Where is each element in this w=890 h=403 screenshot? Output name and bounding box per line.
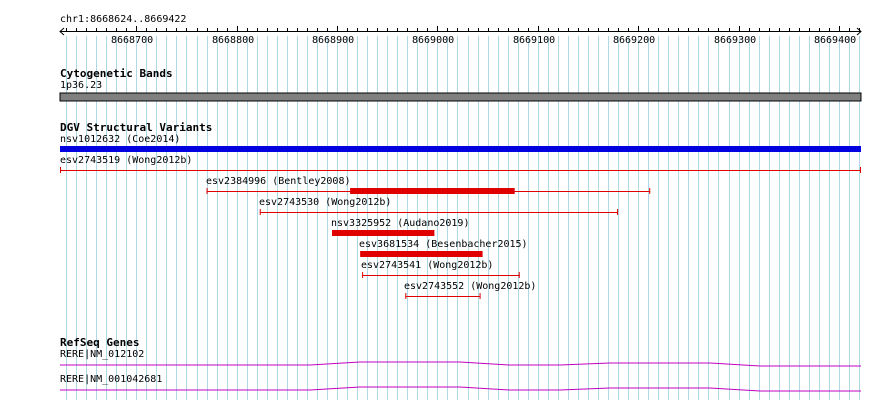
variant-label: esv2743519 (Wong2012b) (60, 155, 193, 166)
variant-label: nsv3325952 (Audano2019) (331, 218, 470, 229)
variant-feature[interactable] (60, 146, 861, 152)
gene-label: RERE|NM_001042681 (60, 374, 163, 385)
gene-label: RERE|NM_012102 (60, 349, 145, 360)
cytoband-bar[interactable] (59, 92, 862, 102)
gene-feature[interactable] (60, 361, 861, 367)
variant-label: esv2384996 (Bentley2008) (206, 176, 351, 187)
ruler-tick-label: 8669400 (814, 35, 857, 46)
variant-label: esv2743530 (Wong2012b) (259, 197, 392, 208)
variant-feature[interactable] (360, 251, 483, 257)
ruler-right-arrow (856, 27, 862, 36)
gene-feature[interactable] (60, 386, 861, 392)
ruler-left-arrow (59, 27, 65, 36)
variant-label: esv3681534 (Besenbacher2015) (359, 239, 528, 250)
cytoband-label: 1p36.23 (60, 80, 103, 91)
ruler-tick-label: 8669300 (714, 35, 757, 46)
variant-label: esv2743552 (Wong2012b) (404, 281, 537, 292)
ruler-tick-label: 8668800 (212, 35, 255, 46)
variant-label: esv2743541 (Wong2012b) (361, 260, 494, 271)
ruler-tick-label: 8669100 (513, 35, 556, 46)
refseq-track-title[interactable]: RefSeq Genes (60, 336, 140, 349)
region-label: chr1:8668624..8669422 (60, 14, 187, 25)
ruler-tick-label: 8668900 (312, 35, 355, 46)
ruler-tick-label: 8669200 (613, 35, 656, 46)
variant-thick-segment[interactable] (350, 188, 515, 194)
dgv-track-title[interactable]: DGV Structural Variants (60, 121, 213, 134)
variant-label: nsv1012632 (Coe2014) (60, 134, 181, 145)
ruler-tick-label: 8668700 (111, 35, 154, 46)
cytoband-track-title[interactable]: Cytogenetic Bands (60, 67, 173, 80)
ruler-tick-label: 8669000 (412, 35, 455, 46)
variant-feature[interactable] (332, 230, 435, 236)
